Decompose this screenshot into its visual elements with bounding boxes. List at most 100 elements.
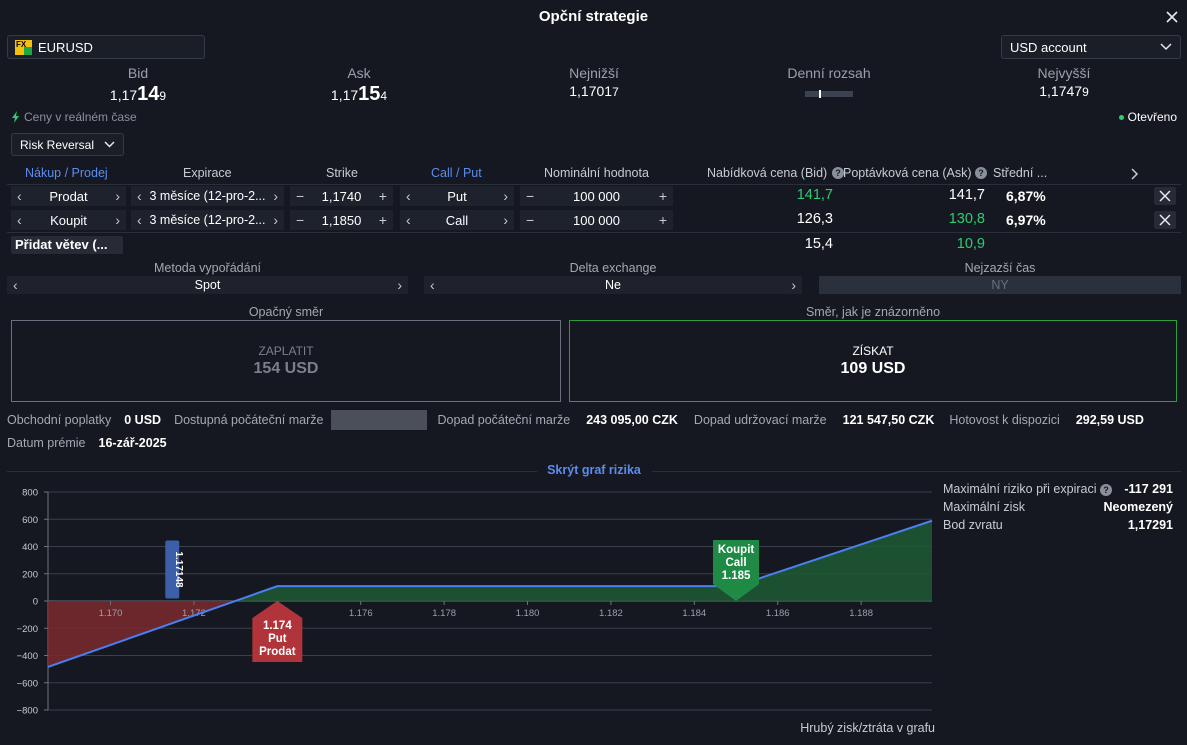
chevron-right-icon[interactable]: › bbox=[503, 188, 508, 204]
x-tick-label: 1.172 bbox=[182, 608, 206, 619]
status-dot-icon bbox=[1118, 114, 1124, 120]
notional-stepper[interactable]: − 100 000 + bbox=[520, 210, 673, 230]
ask-label: Ask bbox=[347, 65, 371, 81]
minus-icon[interactable]: − bbox=[526, 212, 535, 228]
help-icon[interactable]: ? bbox=[1100, 484, 1112, 496]
strike-value: 1,1850 bbox=[321, 212, 362, 228]
header-ask: Poptávková cena (Ask) bbox=[843, 166, 972, 180]
dialog-title: Opční strategie bbox=[538, 8, 649, 25]
latest-time-value: NY bbox=[991, 278, 1009, 292]
range-label: Denní rozsah bbox=[787, 65, 871, 81]
leg-mid: 6,97% bbox=[1006, 212, 1046, 228]
shown-direction-button[interactable]: ZÍSKAT 109 USD bbox=[569, 320, 1177, 402]
maint-margin-value: 121 547,50 CZK bbox=[842, 413, 935, 427]
breakeven-row: Bod zvratu 1,17291 bbox=[943, 518, 1173, 532]
plus-icon[interactable]: + bbox=[378, 188, 387, 204]
close-icon bbox=[1159, 214, 1171, 226]
type-selector[interactable]: ‹ Put › bbox=[400, 186, 514, 206]
side-selector[interactable]: ‹ Koupit › bbox=[11, 210, 126, 230]
opposite-direction-button[interactable]: ZAPLATIT 154 USD bbox=[11, 320, 561, 402]
chevron-left-icon[interactable]: ‹ bbox=[406, 188, 411, 204]
x-tick-label: 1.176 bbox=[349, 608, 373, 619]
y-tick-label: 600 bbox=[22, 515, 38, 526]
breakeven-label: Bod zvratu bbox=[943, 518, 1003, 532]
minus-icon[interactable]: − bbox=[526, 188, 535, 204]
close-icon[interactable] bbox=[1163, 8, 1181, 26]
bid-pre: 1,17 bbox=[109, 87, 138, 103]
settlement-selector[interactable]: ‹ Spot › bbox=[7, 276, 408, 294]
hide-risk-chart-link[interactable]: Skrýt graf rizika bbox=[547, 463, 641, 477]
strategy-label: Risk Reversal bbox=[20, 137, 95, 152]
account-selector[interactable]: USD account bbox=[1001, 35, 1181, 59]
max-gain-row: Maximální zisk Neomezený bbox=[943, 500, 1173, 514]
strategy-selector[interactable]: Risk Reversal bbox=[11, 133, 124, 156]
x-tick-label: 1.184 bbox=[682, 608, 706, 619]
plus-icon[interactable]: + bbox=[658, 212, 667, 228]
leg-ask: 130,8 bbox=[948, 211, 985, 227]
remove-leg-button[interactable] bbox=[1154, 211, 1176, 229]
bid-label: Bid bbox=[127, 65, 149, 81]
strike-marker-label: Koupit bbox=[718, 544, 755, 556]
side-value: Koupit bbox=[50, 212, 87, 228]
max-gain-value: Neomezený bbox=[1103, 500, 1173, 514]
premium-row: Datum prémie 16-zář-2025 bbox=[7, 436, 167, 450]
chevron-right-icon[interactable]: › bbox=[115, 212, 120, 228]
notional-stepper[interactable]: − 100 000 + bbox=[520, 186, 673, 206]
chevron-left-icon[interactable]: ‹ bbox=[17, 212, 22, 228]
leg-mid: 6,87% bbox=[1006, 188, 1046, 204]
chevron-left-icon[interactable]: ‹ bbox=[430, 277, 435, 293]
strike-marker-label: Call bbox=[725, 557, 746, 569]
plus-icon[interactable]: + bbox=[658, 188, 667, 204]
chevron-left-icon[interactable]: ‹ bbox=[137, 188, 142, 204]
chevron-right-icon[interactable]: › bbox=[115, 188, 120, 204]
chevron-left-icon[interactable]: ‹ bbox=[137, 212, 142, 228]
x-tick-label: 1.186 bbox=[766, 608, 790, 619]
call-strike-marker bbox=[713, 540, 760, 601]
header-expiry: Expirace bbox=[183, 166, 232, 180]
chevron-right-icon[interactable]: › bbox=[503, 212, 508, 228]
latest-time-selector: NY bbox=[819, 276, 1181, 294]
put-strike-marker bbox=[252, 601, 303, 662]
chevron-right-icon[interactable]: › bbox=[397, 277, 402, 293]
expiry-selector[interactable]: ‹ 3 měsíce (12-pro-2... › bbox=[131, 186, 284, 206]
header-notional: Nominální hodnota bbox=[544, 166, 649, 180]
chevron-right-icon[interactable]: › bbox=[273, 188, 278, 204]
current-price-label: 1.17148 bbox=[173, 551, 184, 588]
help-icon[interactable]: ? bbox=[975, 167, 987, 179]
chevron-left-icon[interactable]: ‹ bbox=[406, 212, 411, 228]
chevron-left-icon[interactable]: ‹ bbox=[13, 277, 18, 293]
chart-footer: Hrubý zisk/ztráta v grafu bbox=[800, 721, 935, 735]
delta-selector[interactable]: ‹ Ne › bbox=[424, 276, 802, 294]
minus-icon[interactable]: − bbox=[296, 188, 305, 204]
plus-icon[interactable]: + bbox=[378, 212, 387, 228]
strike-stepper[interactable]: − 1,1850 + bbox=[290, 210, 393, 230]
header-strike: Strike bbox=[326, 166, 358, 180]
delta-value: Ne bbox=[605, 278, 621, 292]
chevron-left-icon[interactable]: ‹ bbox=[17, 188, 22, 204]
x-tick-label: 1.170 bbox=[99, 608, 123, 619]
opposite-direction-label: Opačný směr bbox=[248, 305, 324, 319]
chevron-right-icon[interactable] bbox=[1131, 168, 1139, 180]
low-label: Nejnižší bbox=[569, 65, 619, 81]
strike-stepper[interactable]: − 1,1740 + bbox=[290, 186, 393, 206]
type-selector[interactable]: ‹ Call › bbox=[400, 210, 514, 230]
minus-icon[interactable]: − bbox=[296, 212, 305, 228]
ask-quote: Ask 1,17154 bbox=[269, 65, 449, 106]
init-margin-label: Dopad počáteční marže bbox=[437, 413, 571, 427]
side-selector[interactable]: ‹ Prodat › bbox=[11, 186, 126, 206]
maint-margin-label: Dopad udržovací marže bbox=[693, 413, 827, 427]
remove-leg-button[interactable] bbox=[1154, 187, 1176, 205]
leg-ask: 141,7 bbox=[948, 187, 985, 203]
expiry-selector[interactable]: ‹ 3 měsíce (12-pro-2... › bbox=[131, 210, 284, 230]
chevron-right-icon[interactable]: › bbox=[791, 277, 796, 293]
x-tick-label: 1.188 bbox=[849, 608, 873, 619]
premium-date-value: 16-zář-2025 bbox=[98, 436, 167, 450]
symbol-selector[interactable]: FX EURUSD bbox=[7, 35, 205, 59]
risk-chart: 800 600 400 200 0 −200 −400 −600 −800 1.170 1.172 1… bbox=[17, 488, 933, 717]
help-icon[interactable]: ? bbox=[832, 167, 844, 179]
add-leg-button[interactable]: Přidat větev (... bbox=[11, 236, 123, 254]
chevron-right-icon[interactable]: › bbox=[273, 212, 278, 228]
header-bid: Nabídková cena (Bid) bbox=[707, 166, 828, 180]
expiry-value: 3 měsíce (12-pro-2... bbox=[149, 213, 266, 227]
low-quote: Nejnižší 1,17017 bbox=[504, 65, 684, 99]
